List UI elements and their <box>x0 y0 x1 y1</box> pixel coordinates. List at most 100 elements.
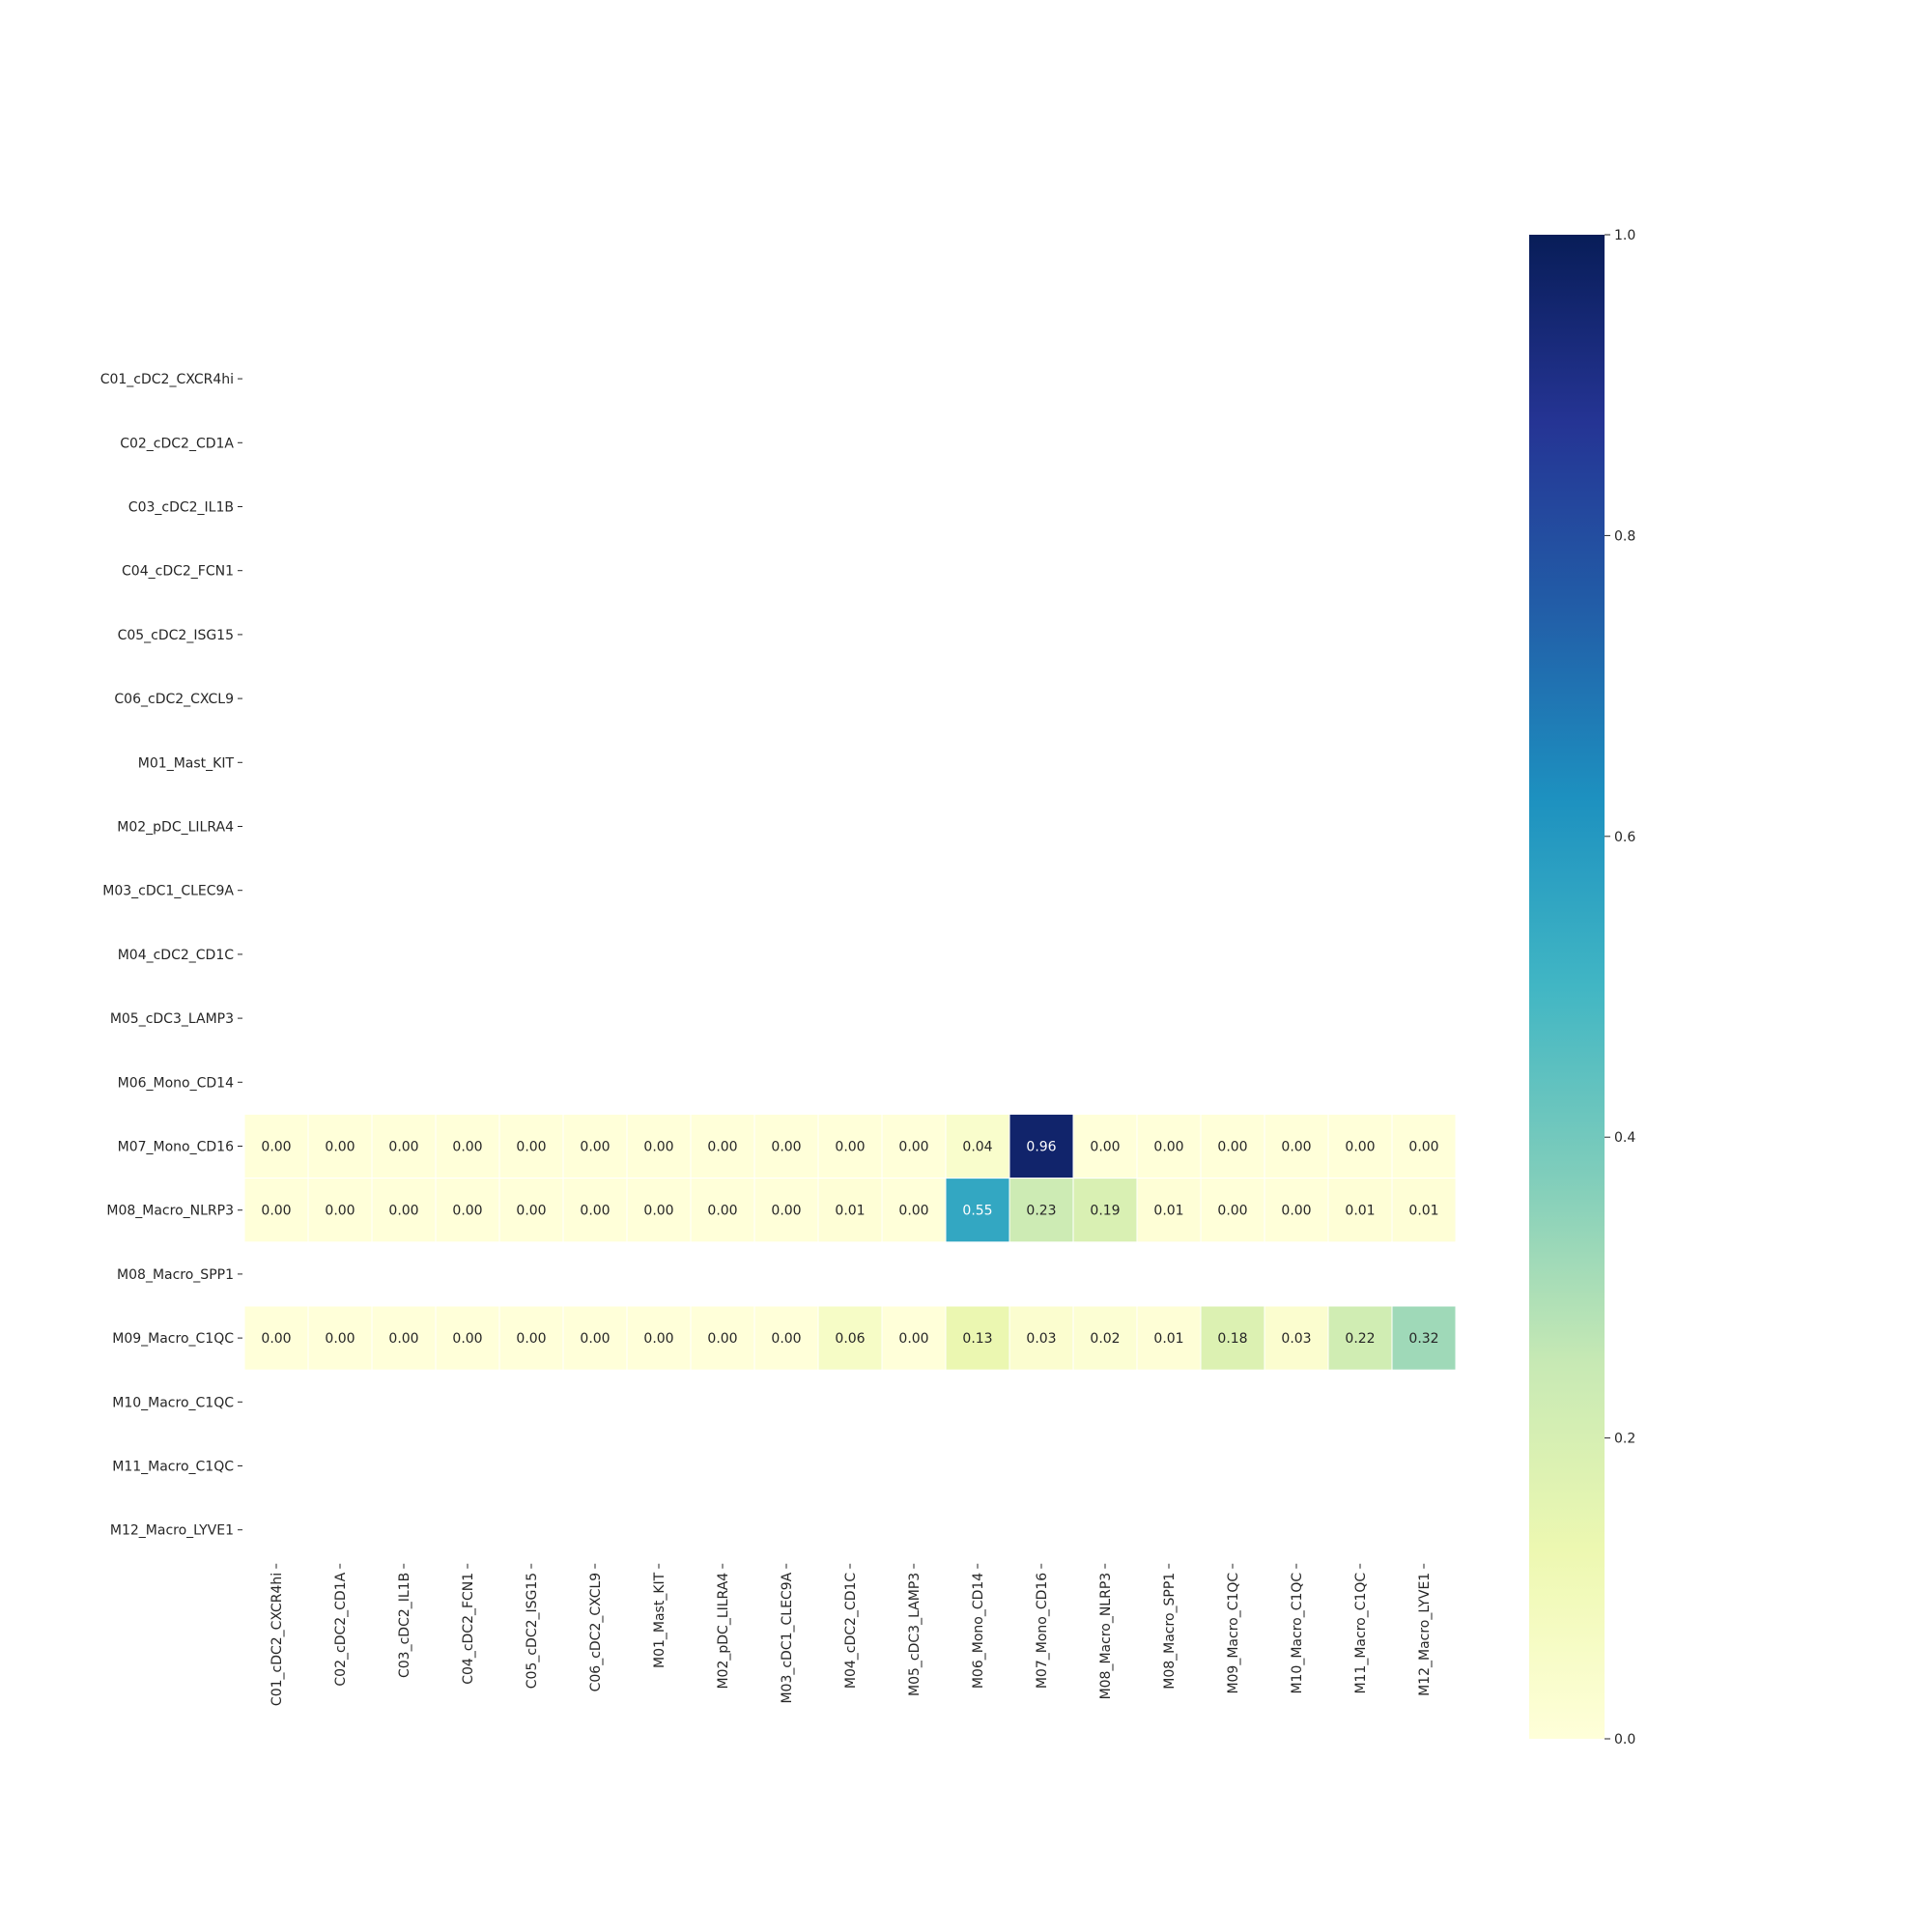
cell-value-label: 0.00 <box>707 1140 737 1155</box>
x-tick-label: M07_Mono_CD16 <box>1035 1573 1050 1689</box>
cell-value-label: 0.00 <box>707 1331 737 1347</box>
y-tick-label: M05_cDC3_LAMP3 <box>110 1011 234 1027</box>
heatmap-cell <box>1391 1305 1457 1371</box>
heatmap-cell <box>243 1305 309 1371</box>
cell-value-label: 0.00 <box>643 1140 673 1155</box>
cell-value-label: 0.00 <box>643 1204 673 1219</box>
heatmap-cell <box>1391 1113 1457 1179</box>
heatmap-cell <box>1200 1305 1265 1371</box>
heatmap-cell <box>945 1113 1010 1179</box>
x-tick-label: M05_cDC3_LAMP3 <box>907 1573 923 1696</box>
y-tick-label: M01_Mast_KIT <box>138 755 235 771</box>
cell-value-label: 0.01 <box>1153 1331 1183 1347</box>
x-tick-label: C01_cDC2_CXCR4hi <box>270 1573 285 1706</box>
heatmap-cell <box>690 1113 755 1179</box>
x-tick-label: C04_cDC2_FCN1 <box>461 1573 476 1685</box>
x-tick-label: M08_Macro_SPP1 <box>1162 1573 1178 1690</box>
cell-value-label: 0.00 <box>643 1331 673 1347</box>
cell-value-label: 0.00 <box>1281 1204 1311 1219</box>
cell-value-label: 0.00 <box>580 1331 610 1347</box>
cell-value-label: 0.00 <box>388 1331 418 1347</box>
x-tick-label: M02_pDC_LILRA4 <box>716 1573 731 1690</box>
y-tick-label: M07_Mono_CD16 <box>118 1140 234 1155</box>
y-tick-label: M06_Mono_CD14 <box>118 1075 234 1091</box>
y-axis: C01_cDC2_CXCR4hi C02_cDC2_CD1A C03_cDC2_IL… <box>100 372 242 1539</box>
cell-value-label: 0.00 <box>388 1140 418 1155</box>
colorbar-tick-label: 0.2 <box>1614 1432 1635 1447</box>
cell-value-label: 0.00 <box>452 1331 482 1347</box>
heatmap-cell <box>243 1113 309 1179</box>
colorbar-tick-label: 0.8 <box>1614 528 1635 544</box>
heatmap-cell <box>498 1305 564 1371</box>
x-tick-label: M06_Mono_CD14 <box>971 1573 986 1689</box>
cell-value-label: 0.00 <box>898 1140 928 1155</box>
cell-value-label: 0.02 <box>1090 1331 1120 1347</box>
cell-value-label: 0.00 <box>707 1204 737 1219</box>
heatmap-cell <box>817 1178 883 1243</box>
x-tick-label: C02_cDC2_CD1A <box>333 1572 349 1686</box>
heatmap-cell <box>1072 1113 1138 1179</box>
cell-value-label: 0.19 <box>1090 1204 1120 1219</box>
heatmap-cell <box>307 1113 373 1179</box>
x-tick-label: M10_Macro_C1QC <box>1290 1573 1305 1694</box>
heatmap-cell <box>1327 1305 1393 1371</box>
cell-value-label: 0.00 <box>580 1204 610 1219</box>
heatmap-cell <box>1200 1113 1265 1179</box>
cell-value-label: 0.00 <box>325 1331 355 1347</box>
heatmap-cell <box>626 1305 692 1371</box>
heatmap-cell <box>435 1113 500 1179</box>
cell-value-label: 0.06 <box>835 1331 865 1347</box>
x-tick-label: M03_cDC1_CLEC9A <box>780 1572 795 1703</box>
y-tick-label: C03_cDC2_IL1B <box>128 500 234 516</box>
x-tick-label: C03_cDC2_IL1B <box>397 1573 412 1678</box>
heatmap-cell <box>817 1305 883 1371</box>
y-tick-label: M11_Macro_C1QC <box>112 1460 234 1475</box>
heatmap-cell <box>371 1113 437 1179</box>
heatmap-cell <box>1136 1178 1202 1243</box>
cell-value-label: 0.00 <box>771 1140 801 1155</box>
cell-value-label: 0.00 <box>1153 1140 1183 1155</box>
heatmap-cell <box>945 1178 1010 1243</box>
x-tick-label: C05_cDC2_ISG15 <box>525 1573 540 1689</box>
cell-value-label: 0.00 <box>516 1331 546 1347</box>
heatmap-cells <box>243 1113 1457 1371</box>
colorbar-tick-label: 0.6 <box>1614 830 1635 845</box>
colorbar: 0.0 0.2 0.4 0.6 0.8 1.0 <box>1529 228 1635 1747</box>
cell-value-label: 0.32 <box>1408 1331 1438 1347</box>
cell-annotations: 0.00 0.00 0.00 0.00 0.00 0.00 0.00 0.00 0.00 0.00… <box>261 1140 1438 1348</box>
y-tick-label: M10_Macro_C1QC <box>112 1395 234 1410</box>
y-tick-label: C02_cDC2_CD1A <box>120 436 234 451</box>
heatmap-cell <box>1391 1178 1457 1243</box>
colorbar-tick-label: 0.4 <box>1614 1130 1635 1146</box>
cell-value-label: 0.01 <box>1153 1204 1183 1219</box>
cell-value-label: 0.00 <box>898 1331 928 1347</box>
y-tick-label: C04_cDC2_FCN1 <box>122 564 234 580</box>
cell-value-label: 0.00 <box>261 1331 291 1347</box>
heatmap-cell <box>562 1113 628 1179</box>
heatmap-cell <box>690 1178 755 1243</box>
heatmap-cell <box>1327 1113 1393 1179</box>
cell-value-label: 0.00 <box>1345 1140 1375 1155</box>
x-tick-label: M12_Macro_LYVE1 <box>1417 1573 1433 1696</box>
cell-value-label: 0.04 <box>962 1140 992 1155</box>
x-tick-label: M11_Macro_C1QC <box>1353 1573 1369 1694</box>
y-tick-label: M08_Macro_NLRP3 <box>106 1204 234 1219</box>
cell-value-label: 0.00 <box>325 1204 355 1219</box>
y-tick-label: C06_cDC2_CXCL9 <box>114 692 234 707</box>
cell-value-label: 0.96 <box>1026 1140 1056 1155</box>
x-axis: C01_cDC2_CXCR4hi C02_cDC2_CD1A C03_cDC2_IL… <box>270 1563 1433 1706</box>
x-tick-label: M08_Macro_NLRP3 <box>1098 1573 1114 1700</box>
cell-value-label: 0.00 <box>1281 1140 1311 1155</box>
x-tick-label: C06_cDC2_CXCL9 <box>588 1573 604 1692</box>
heatmap-cell <box>562 1178 628 1243</box>
cell-value-label: 0.00 <box>835 1140 865 1155</box>
cell-value-label: 0.00 <box>1408 1140 1438 1155</box>
cell-value-label: 0.00 <box>452 1140 482 1155</box>
cell-value-label: 0.00 <box>261 1140 291 1155</box>
y-tick-label: M04_cDC2_CD1C <box>118 948 235 963</box>
colorbar-gradient <box>1529 235 1605 1739</box>
heatmap-cell <box>753 1305 819 1371</box>
cell-value-label: 0.00 <box>771 1204 801 1219</box>
heatmap-cell <box>243 1178 309 1243</box>
